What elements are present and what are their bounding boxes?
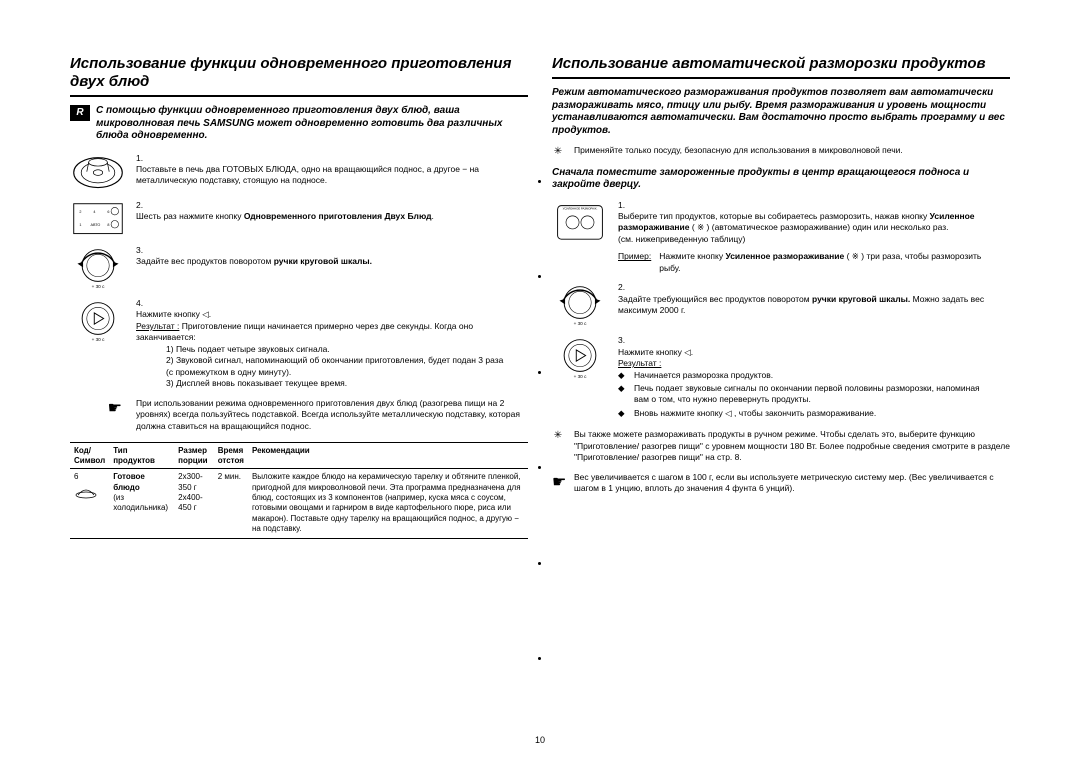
dial-start-icon: + 30 c [552, 335, 608, 421]
right-subintro: Сначала поместите замороженные продукты … [552, 167, 1010, 192]
svg-text:+ 30 c: + 30 c [92, 337, 105, 342]
col-time: Время отстоя [214, 442, 248, 468]
left-step-2: 2 4 6 1 АВТО 8 2. Шесть раз нажмите кнопку Од… [70, 200, 528, 237]
table-row: 6 Готовое блюдо(из холодильника) 2x300-3… [70, 469, 528, 538]
right-step-1: УСИЛЕННОЕ РАЗМОРАЖ. 1. Выберите тип прод… [552, 200, 1010, 275]
dish-icon [74, 483, 98, 499]
cell-code: 6 [70, 469, 109, 538]
col-code: Код/ Символ [70, 442, 109, 468]
step-text: Поставьте в печь два ГОТОВЫХ БЛЮДА, одно… [136, 164, 512, 187]
tip-text: Применяйте только посуду, безопасную для… [574, 145, 1010, 159]
svg-text:8: 8 [107, 223, 109, 227]
svg-text:АВТО: АВТО [91, 223, 101, 227]
left-note: ☛ При использовании режима одновременног… [70, 398, 528, 432]
step-text: Выберите тип продуктов, которые вы собир… [618, 211, 994, 274]
svg-text:+ 30 c: + 30 c [92, 284, 105, 289]
left-title: Использование функции одновременного при… [70, 55, 528, 97]
left-step-4: + 30 c 4. Нажмите кнопку ◁. Результат : … [70, 298, 528, 390]
left-intro: С помощью функции одновременного пригото… [96, 105, 528, 143]
left-step-1: 1. Поставьте в печь два ГОТОВЫХ БЛЮДА, о… [70, 153, 528, 192]
right-tip-2: ✳ Вы также можете размораживать продукты… [552, 429, 1010, 463]
step-text: Задайте требующийся вес продуктов поворо… [618, 294, 994, 317]
keypad-icon: 2 4 6 1 АВТО 8 [70, 200, 126, 237]
svg-text:2: 2 [79, 210, 81, 214]
svg-text:+ 30 c: + 30 c [574, 321, 587, 326]
col-type: Тип продуктов [109, 442, 174, 468]
step-number: 2. [618, 282, 632, 293]
page-number: 10 [0, 735, 1080, 745]
dial-icon: + 30 c [552, 282, 608, 327]
info-icon: ✳ [552, 429, 564, 463]
cell-rec: Выложите каждое блюдо на керамическую та… [248, 469, 528, 538]
step-number: 2. [136, 200, 150, 211]
right-tip-1: ✳ Применяйте только посуду, безопасную д… [552, 145, 1010, 159]
example-label: Пример: [618, 251, 651, 274]
left-step-3: + 30 c 3. Задайте вес продуктов поворото… [70, 245, 528, 290]
turntable-icon [70, 153, 126, 192]
right-column: Использование автоматической разморозки … [552, 55, 1010, 539]
svg-text:+ 30 c: + 30 c [574, 374, 587, 379]
svg-text:6: 6 [107, 210, 109, 214]
column-divider-dots [538, 180, 541, 660]
step-text: Задайте вес продуктов поворотом ручки кр… [136, 256, 512, 267]
defrost-button-icon: УСИЛЕННОЕ РАЗМОРАЖ. [552, 200, 608, 275]
cell-size: 2x300-350 г 2x400-450 г [174, 469, 214, 538]
dial-start-icon: + 30 c [70, 298, 126, 390]
step-number: 1. [618, 200, 632, 211]
note-text: Вес увеличивается с шагом в 100 г, если … [574, 472, 1010, 495]
step-number: 3. [136, 245, 150, 256]
note-text: При использовании режима одновременного … [136, 398, 528, 432]
left-column: Использование функции одновременного при… [70, 55, 528, 539]
step-text: Шесть раз нажмите кнопку Одновременного … [136, 211, 512, 222]
left-intro-block: R С помощью функции одновременного приго… [70, 105, 528, 143]
step-number: 1. [136, 153, 150, 164]
step-text: Нажмите кнопку ◁. Результат : ◆Начинаетс… [618, 347, 994, 422]
tip-text: Вы также можете размораживать продукты в… [574, 429, 1010, 463]
cell-type: Готовое блюдо(из холодильника) [109, 469, 174, 538]
step-text: Нажмите кнопку ◁. Результат : Приготовле… [136, 309, 512, 389]
pointing-hand-icon: ☛ [70, 398, 126, 432]
svg-text:УСИЛЕННОЕ РАЗМОРАЖ.: УСИЛЕННОЕ РАЗМОРАЖ. [563, 206, 598, 210]
r-badge: R [70, 105, 90, 121]
info-icon: ✳ [552, 145, 564, 159]
cell-time: 2 мин. [214, 469, 248, 538]
right-intro: Режим автоматического размораживания про… [552, 87, 1010, 137]
right-title: Использование автоматической разморозки … [552, 55, 1010, 79]
step-number: 4. [136, 298, 150, 309]
cooking-table: Код/ Символ Тип продуктов Размер порции … [70, 442, 528, 539]
right-step-2: + 30 c 2. Задайте требующийся вес продук… [552, 282, 1010, 327]
example-text: Нажмите кнопку Усиленное размораживание … [659, 251, 994, 274]
pointing-hand-icon: ☛ [552, 472, 564, 495]
svg-text:4: 4 [93, 210, 95, 214]
svg-text:1: 1 [79, 223, 81, 227]
col-rec: Рекомендации [248, 442, 528, 468]
dial-icon: + 30 c [70, 245, 126, 290]
step-number: 3. [618, 335, 632, 346]
right-note: ☛ Вес увеличивается с шагом в 100 г, есл… [552, 472, 1010, 495]
col-size: Размер порции [174, 442, 214, 468]
right-step-3: + 30 c 3. Нажмите кнопку ◁. Результат : … [552, 335, 1010, 421]
